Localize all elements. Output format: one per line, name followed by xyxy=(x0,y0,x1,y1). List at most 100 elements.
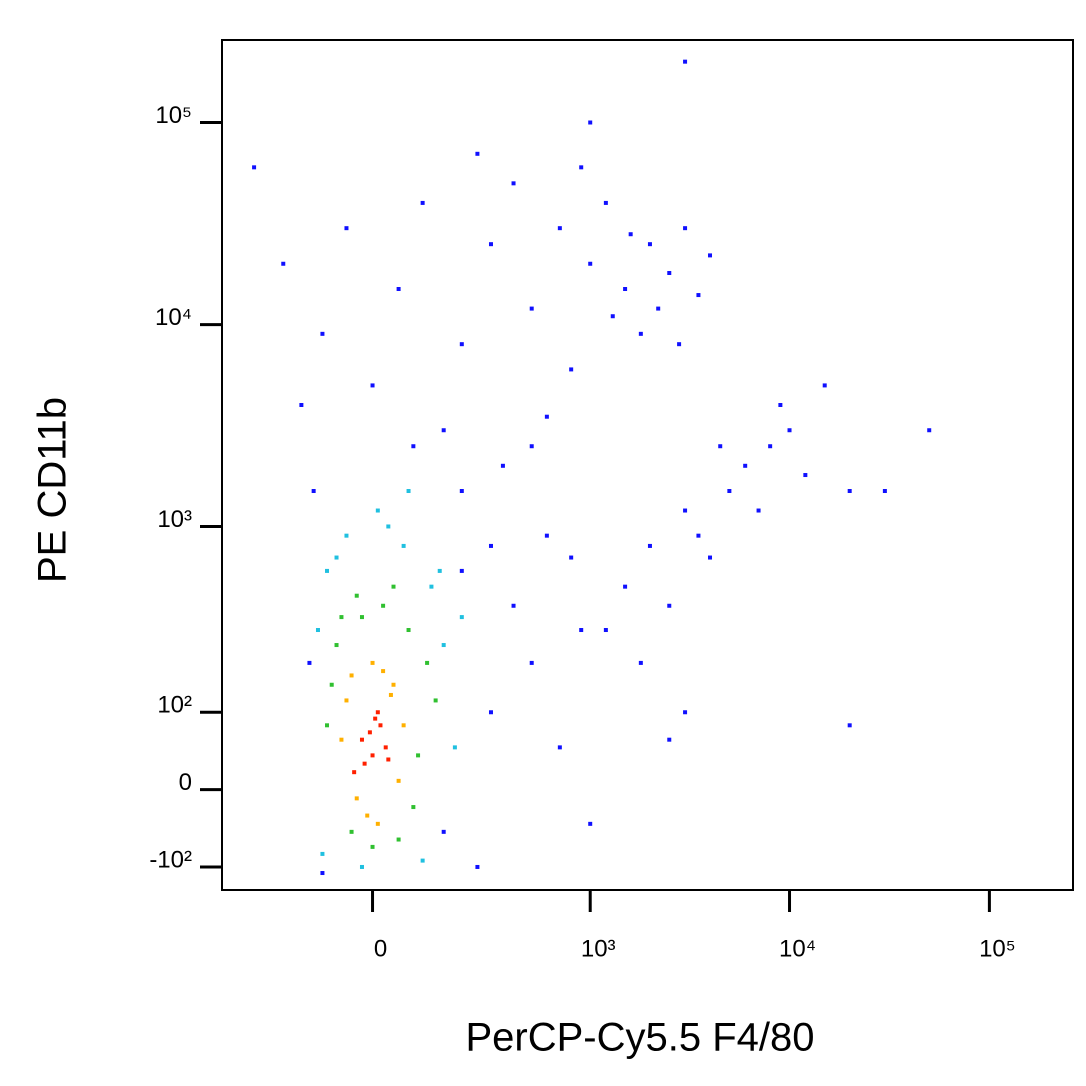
y-axis-title: PE CD11b xyxy=(31,397,75,583)
point xyxy=(557,745,562,750)
point xyxy=(588,261,593,266)
point xyxy=(610,314,615,319)
point xyxy=(628,232,633,237)
point xyxy=(529,660,534,665)
point xyxy=(339,737,344,742)
point xyxy=(768,444,773,449)
point xyxy=(339,615,344,620)
point xyxy=(320,331,325,336)
point xyxy=(544,533,549,538)
point xyxy=(708,253,713,258)
point xyxy=(677,342,682,347)
point xyxy=(743,463,748,468)
point xyxy=(411,805,416,810)
point xyxy=(325,723,330,728)
point xyxy=(325,568,330,573)
point xyxy=(299,403,304,408)
y-tick-label: 10³ xyxy=(157,506,192,533)
point xyxy=(488,543,493,548)
point xyxy=(778,403,783,408)
x-axis-title: PerCP-Cy5.5 F4/80 xyxy=(465,1016,814,1060)
point xyxy=(429,584,434,589)
point xyxy=(311,489,316,494)
point xyxy=(623,287,628,292)
point xyxy=(708,555,713,560)
point xyxy=(529,306,534,311)
point xyxy=(488,710,493,715)
x-tick-label: 10⁵ xyxy=(979,935,1016,962)
x-tick-label: 10⁴ xyxy=(779,935,816,962)
point xyxy=(381,669,386,674)
point xyxy=(315,628,320,633)
point xyxy=(623,584,628,589)
point xyxy=(320,851,325,856)
point xyxy=(656,306,661,311)
point xyxy=(420,858,425,863)
point xyxy=(683,508,688,513)
y-tick-label: 10⁵ xyxy=(155,102,192,129)
point xyxy=(588,821,593,826)
point xyxy=(727,489,732,494)
point xyxy=(756,508,761,513)
point xyxy=(511,603,516,608)
point xyxy=(396,287,401,292)
point xyxy=(391,682,396,687)
point xyxy=(420,200,425,205)
point xyxy=(544,414,549,419)
point xyxy=(647,543,652,548)
point xyxy=(375,821,380,826)
plot-frame xyxy=(221,39,1074,891)
point xyxy=(307,660,312,665)
point xyxy=(406,489,411,494)
point xyxy=(441,428,446,433)
point xyxy=(569,367,574,372)
point xyxy=(475,151,480,156)
point xyxy=(370,844,375,849)
point xyxy=(667,603,672,608)
point xyxy=(667,737,672,742)
point xyxy=(787,428,792,433)
point xyxy=(370,660,375,665)
point xyxy=(927,428,932,433)
point xyxy=(452,745,457,750)
point xyxy=(588,120,593,125)
point xyxy=(378,723,383,728)
point xyxy=(683,226,688,231)
point xyxy=(822,383,827,388)
point xyxy=(367,730,372,735)
point xyxy=(365,813,370,818)
point xyxy=(847,723,852,728)
point xyxy=(647,242,652,247)
point xyxy=(381,603,386,608)
point xyxy=(334,643,339,648)
point xyxy=(603,200,608,205)
point xyxy=(362,761,367,766)
point xyxy=(500,463,505,468)
point xyxy=(406,628,411,633)
point xyxy=(370,383,375,388)
point xyxy=(386,757,391,762)
point xyxy=(354,796,359,801)
point xyxy=(373,716,378,721)
point xyxy=(329,682,334,687)
point xyxy=(359,615,364,620)
point xyxy=(401,543,406,548)
point xyxy=(488,242,493,247)
point xyxy=(882,489,887,494)
x-tick-label: 0 xyxy=(374,935,387,962)
point xyxy=(511,181,516,186)
point xyxy=(475,864,480,869)
point xyxy=(386,524,391,529)
point xyxy=(696,293,701,298)
x-tick-label: 10³ xyxy=(581,935,616,962)
point xyxy=(352,770,357,775)
point xyxy=(847,489,852,494)
point xyxy=(459,568,464,573)
point xyxy=(383,745,388,750)
point xyxy=(459,342,464,347)
point xyxy=(391,584,396,589)
point xyxy=(375,710,380,715)
y-tick-label: 0 xyxy=(179,769,192,796)
